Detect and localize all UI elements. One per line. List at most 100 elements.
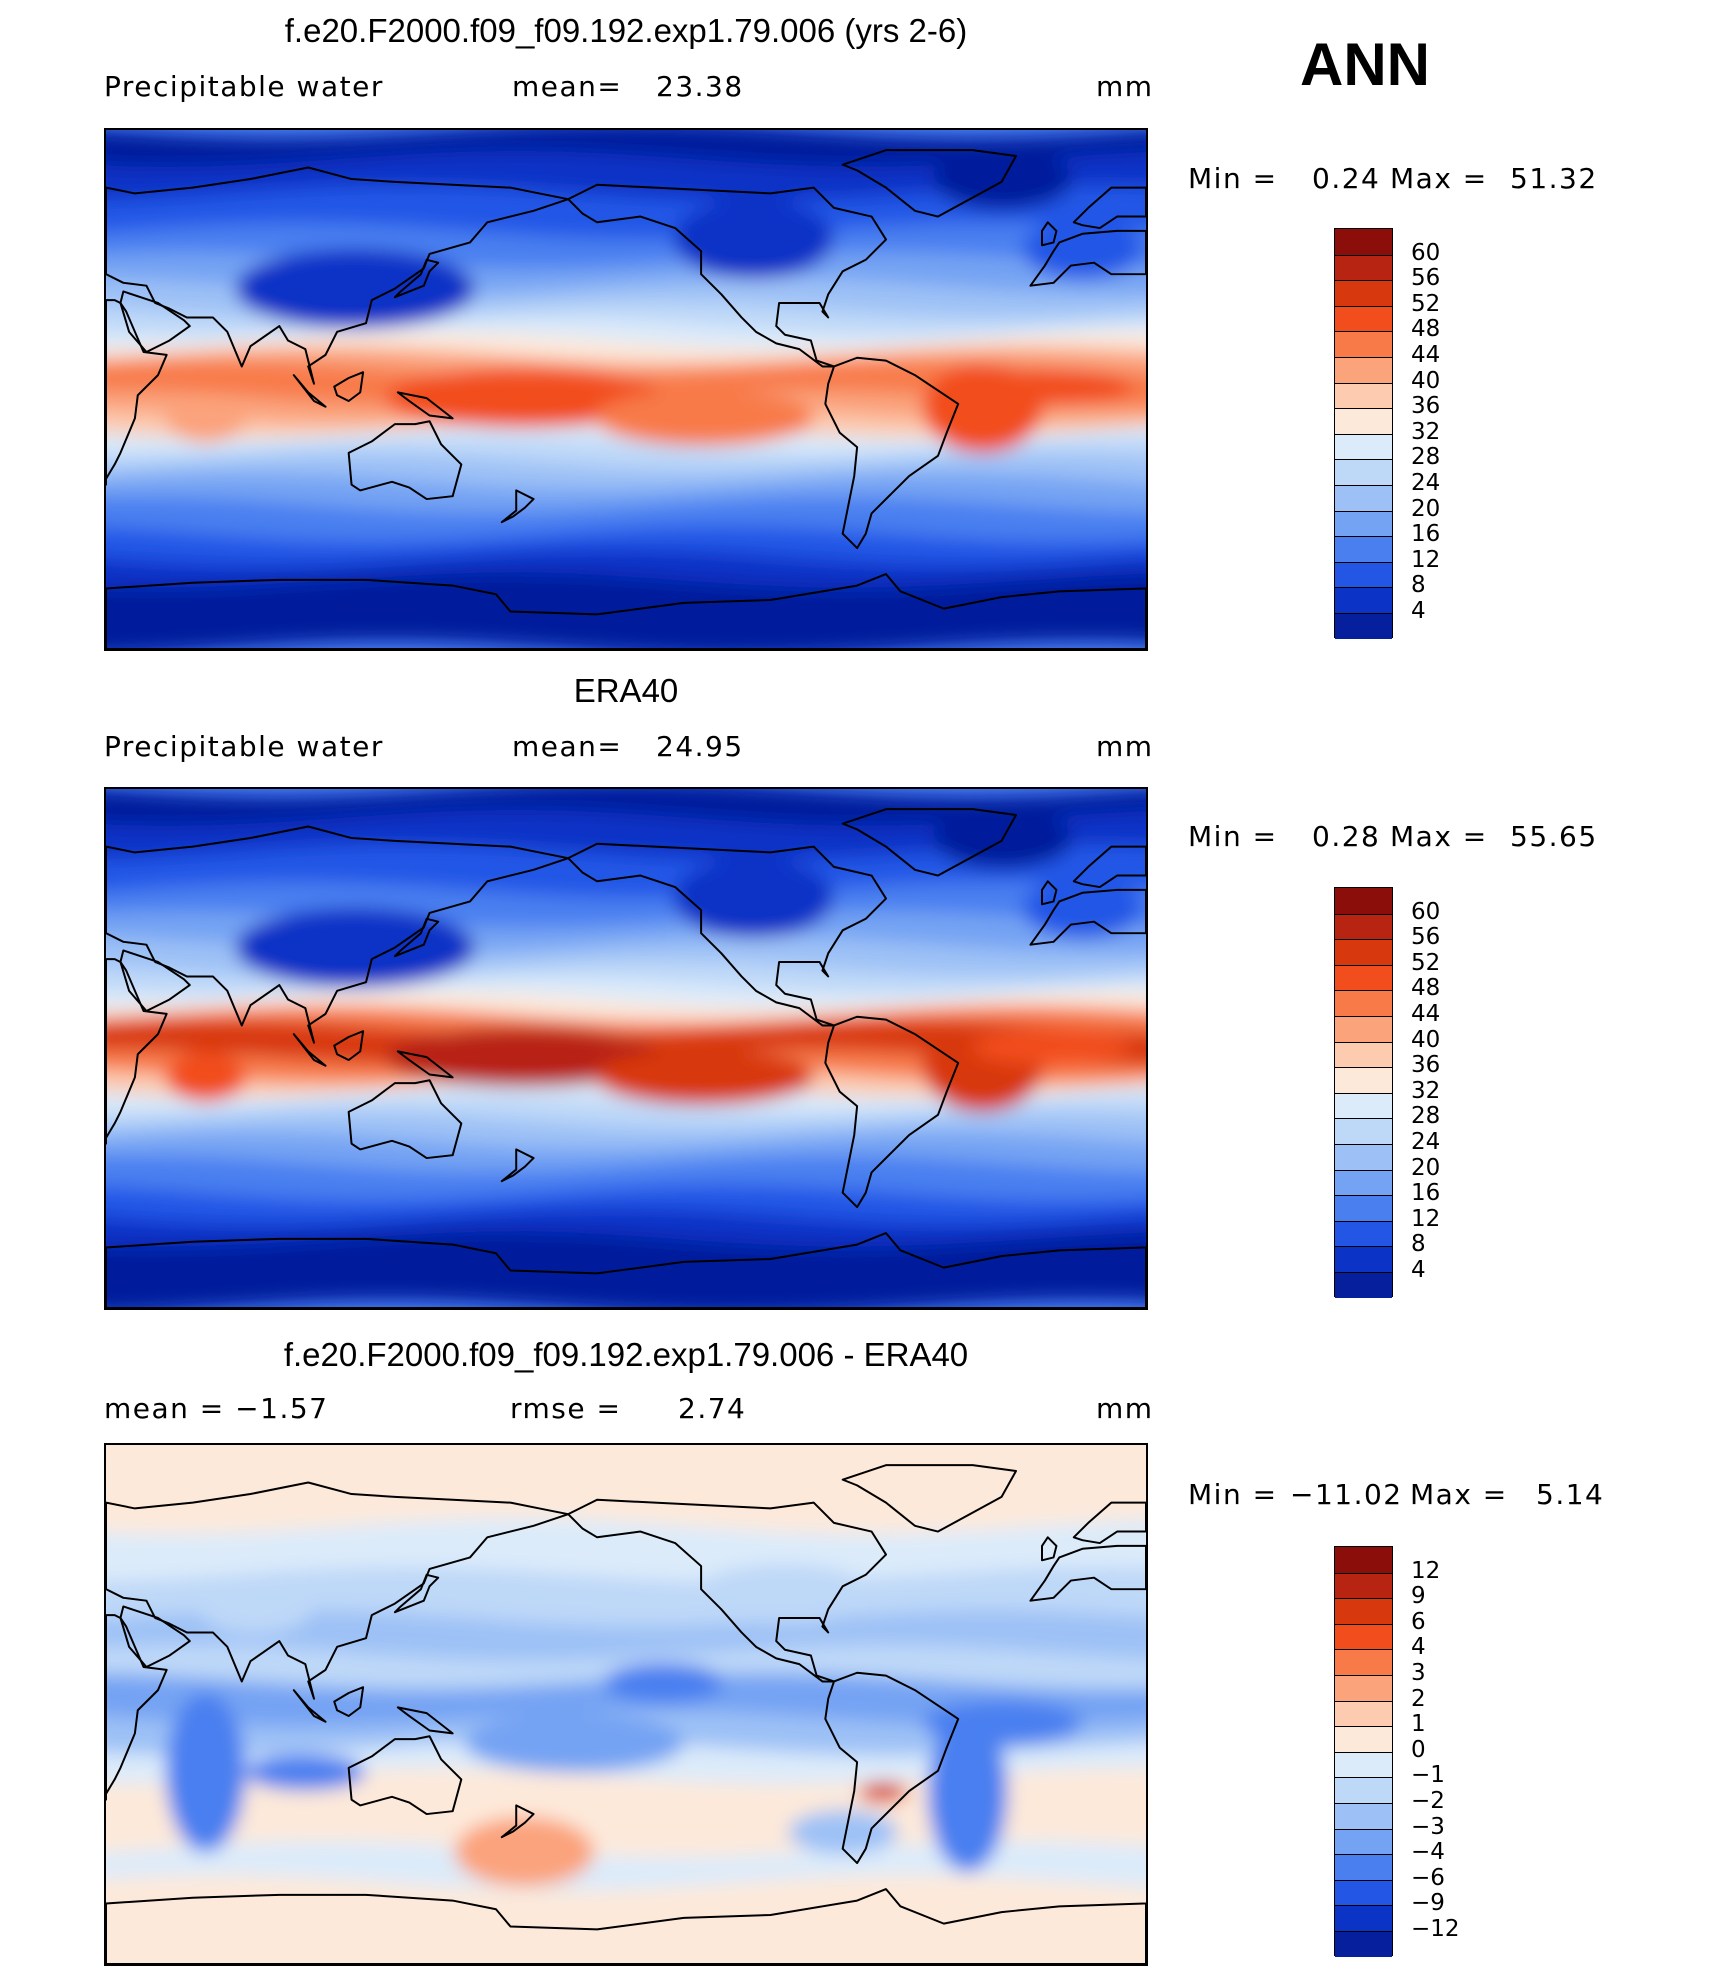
- coastline: [119, 1605, 191, 1668]
- coastline: [841, 808, 1017, 877]
- coastline: [393, 258, 440, 299]
- coastline: [1072, 186, 1146, 230]
- colorbar-tick-label: 40: [1411, 1026, 1441, 1053]
- colorbar-swatch: [1335, 1572, 1392, 1599]
- contour-band: [106, 548, 1146, 588]
- colorbar-tick-label: 8: [1411, 1231, 1426, 1258]
- coastline: [393, 917, 440, 958]
- max-value: 51.32: [1510, 162, 1598, 195]
- field-feature: [927, 1712, 1008, 1872]
- colorbar-swatch: [1335, 459, 1392, 485]
- colorbar-swatch: [1335, 1143, 1392, 1170]
- colorbar-swatch: [1335, 1930, 1392, 1957]
- field-feature: [245, 1754, 366, 1791]
- colorbar-tick-label: 36: [1411, 393, 1441, 420]
- field-feature: [165, 392, 246, 443]
- contour-band: [106, 473, 1146, 513]
- colorbar-swatch: [1335, 1905, 1392, 1931]
- variable-name: Precipitable water: [104, 730, 384, 763]
- colorbar-tick-label: 60: [1411, 239, 1441, 266]
- coastline: [1041, 880, 1058, 906]
- colorbar-tick-label: −12: [1411, 1916, 1460, 1942]
- field-feature: [673, 858, 834, 938]
- coastline: [292, 1033, 327, 1067]
- field-map: [106, 789, 1146, 1308]
- colorbar-swatch: [1335, 1751, 1392, 1778]
- contour-band: [106, 991, 1146, 1022]
- colorbar-swatch: [1335, 1802, 1392, 1829]
- colorbar-swatch: [1335, 1015, 1392, 1042]
- max-label: Max =: [1390, 820, 1488, 853]
- colorbar-tick-label: 44: [1411, 1001, 1441, 1027]
- field-feature: [195, 1574, 316, 1634]
- contour-band: [106, 1005, 1146, 1037]
- season-label: ANN: [1300, 31, 1430, 98]
- units-label: mm: [1096, 70, 1154, 103]
- colorbar-tick-label: 9: [1411, 1583, 1426, 1610]
- contour-band: [106, 1566, 1146, 1626]
- colorbar-tick-label: 12: [1411, 1557, 1441, 1584]
- colorbar-swatch: [1335, 1169, 1392, 1196]
- coastline: [1029, 1544, 1146, 1602]
- colorbar-swatch: [1335, 1700, 1392, 1727]
- contour-band: [106, 318, 1146, 349]
- min-value: 0.28: [1312, 820, 1381, 853]
- colorbar-tick-label: 28: [1411, 444, 1441, 471]
- colorbar-tick-label: 44: [1411, 342, 1441, 368]
- colorbar-tick-label: −2: [1411, 1788, 1445, 1814]
- panel-title: ERA40: [573, 672, 679, 709]
- colorbar-swatch: [1335, 1041, 1392, 1068]
- colorbar-swatch: [1335, 1118, 1392, 1144]
- stat-value: 23.38: [656, 70, 744, 103]
- field-feature: [858, 1782, 908, 1803]
- coastline: [393, 1573, 440, 1614]
- colorbar-swatch: [1335, 1547, 1392, 1573]
- colorbar-swatch: [1335, 331, 1392, 357]
- colorbar-swatch: [1335, 888, 1392, 914]
- stat-value: 24.95: [656, 730, 744, 763]
- field-feature: [454, 1817, 595, 1887]
- contour-band: [106, 496, 1146, 542]
- colorbar-tick-label: 12: [1411, 546, 1441, 573]
- colorbar-tick-label: 16: [1411, 1180, 1441, 1207]
- colorbar: [1334, 228, 1393, 639]
- colorbar-tick-label: 56: [1411, 924, 1441, 951]
- coastline: [106, 1232, 1146, 1308]
- colorbar-swatch: [1335, 1067, 1392, 1093]
- max-label: Max =: [1410, 1478, 1508, 1511]
- colorbar-tick-label: −4: [1411, 1839, 1445, 1866]
- contour-band: [106, 1155, 1146, 1201]
- colorbar-tick-label: 48: [1411, 975, 1441, 1002]
- contour-band: [106, 1132, 1146, 1172]
- colorbar-tick-label: 6: [1411, 1608, 1426, 1635]
- colorbar-tick-label: 36: [1411, 1052, 1441, 1079]
- coastlines: [106, 149, 1146, 649]
- colorbar: [1334, 1546, 1393, 1957]
- coastline: [1041, 221, 1058, 247]
- contour-band: [106, 332, 1146, 363]
- field-feature: [1022, 219, 1143, 279]
- colorbar-tick-label: 60: [1411, 898, 1441, 925]
- colorbar-tick-label: −6: [1411, 1864, 1445, 1891]
- colorbar: [1334, 887, 1393, 1298]
- colorbar-swatch: [1335, 587, 1392, 613]
- colorbar-swatch: [1335, 1726, 1392, 1752]
- coastline: [1029, 229, 1146, 287]
- field-feature: [594, 389, 814, 446]
- contour-band: [106, 130, 1146, 167]
- mean-stat: mean = −1.57: [104, 1392, 329, 1425]
- colorbar-swatch: [1335, 229, 1392, 255]
- colorbar-swatch: [1335, 433, 1392, 460]
- colorbar-swatch: [1335, 1220, 1392, 1247]
- map-diff: [104, 1443, 1148, 1966]
- contour-band: [106, 1445, 1146, 1534]
- coastline: [119, 949, 191, 1012]
- coastline: [119, 290, 191, 353]
- contour-band: [106, 346, 1146, 378]
- colorbar-tick-label: 2: [1411, 1685, 1426, 1712]
- colorbar-swatch: [1335, 408, 1392, 434]
- field-feature: [972, 1029, 1133, 1065]
- contour-band: [106, 453, 1146, 490]
- units-label: mm: [1096, 1392, 1154, 1425]
- stat-label: rmse =: [510, 1392, 622, 1425]
